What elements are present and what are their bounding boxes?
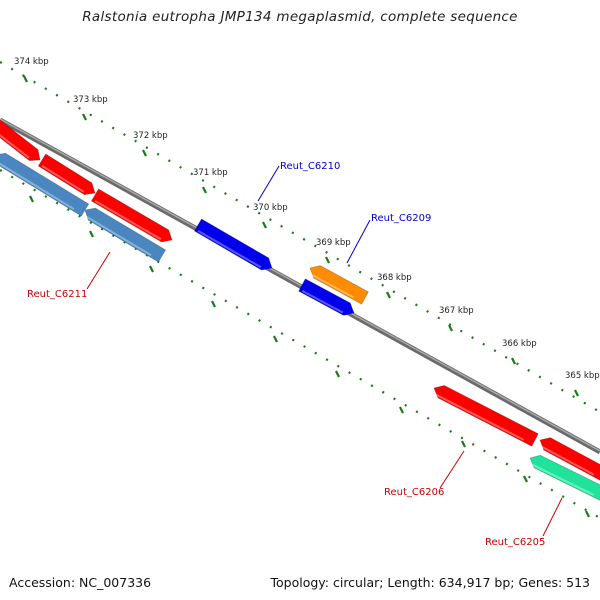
summary-text: Topology: circular; Length: 634,917 bp; … bbox=[270, 575, 591, 590]
tick-label: 366 kbp bbox=[502, 339, 537, 349]
sequence-backbone bbox=[0, 117, 600, 455]
gene-arrow-red[interactable] bbox=[539, 437, 600, 482]
major-tick bbox=[89, 230, 94, 238]
tick-label: 369 kbp bbox=[316, 238, 351, 248]
major-tick bbox=[82, 113, 87, 121]
tick-label: 370 kbp bbox=[253, 203, 288, 213]
gene-highlight bbox=[84, 214, 152, 257]
major-tick bbox=[585, 510, 590, 518]
tick-label: 372 kbp bbox=[133, 131, 168, 141]
tick-label: 373 kbp bbox=[73, 95, 108, 105]
gene-label-reut-c6211[interactable]: Reut_C6211 bbox=[27, 289, 87, 300]
major-tick bbox=[202, 186, 207, 194]
major-tick bbox=[523, 475, 528, 483]
gene-highlight bbox=[94, 199, 162, 241]
gene-arrow-orange[interactable] bbox=[309, 265, 369, 305]
gene-label-reut-c6210[interactable]: Reut_C6210 bbox=[280, 161, 340, 172]
label-leaders bbox=[86, 165, 563, 537]
gene-arrow-reut-c6210[interactable] bbox=[193, 218, 273, 271]
gene-highlight bbox=[301, 289, 344, 314]
major-tick bbox=[262, 221, 267, 229]
ruler-outer bbox=[0, 61, 600, 413]
tick-label: 368 kbp bbox=[377, 273, 412, 283]
major-tick bbox=[386, 291, 391, 299]
major-tick bbox=[149, 265, 154, 273]
major-tick bbox=[511, 357, 516, 365]
ruler-ticks bbox=[23, 75, 579, 397]
major-tick bbox=[29, 195, 34, 203]
gene-arrow-red[interactable] bbox=[37, 153, 96, 196]
major-tick bbox=[23, 75, 28, 83]
major-tick bbox=[461, 440, 466, 448]
major-tick bbox=[273, 335, 278, 343]
gene-label-reut-c6206[interactable]: Reut_C6206 bbox=[384, 487, 444, 498]
major-tick bbox=[574, 389, 579, 397]
tick-label: 374 kbp bbox=[14, 57, 49, 67]
accession-text: Accession: NC_007336 bbox=[9, 575, 152, 590]
major-tick bbox=[142, 149, 147, 157]
gene-arrow-red[interactable] bbox=[90, 188, 173, 243]
major-tick bbox=[211, 300, 216, 308]
gene-label-reut-c6205[interactable]: Reut_C6205 bbox=[485, 537, 545, 548]
gene-arrow-reut-c6206[interactable] bbox=[433, 385, 539, 447]
gene-arrow-reut-c6205[interactable] bbox=[529, 454, 600, 501]
gene-highlight bbox=[433, 392, 525, 441]
gene-label-reut-c6209[interactable]: Reut_C6209 bbox=[371, 213, 431, 224]
major-tick bbox=[448, 324, 453, 332]
gene-arrow-reut-c6209[interactable] bbox=[298, 278, 355, 316]
ruler-ticks-inner bbox=[29, 195, 590, 518]
map-title: Ralstonia eutropha JMP134 megaplasmid, c… bbox=[82, 9, 518, 25]
tick-label: 367 kbp bbox=[439, 306, 474, 316]
gene-highlight bbox=[539, 444, 595, 476]
major-tick bbox=[399, 406, 404, 414]
gene-highlight bbox=[0, 162, 75, 210]
gene-highlight bbox=[530, 462, 595, 496]
major-tick bbox=[325, 256, 330, 264]
major-tick bbox=[335, 370, 340, 378]
gene-arrow-red[interactable] bbox=[0, 119, 41, 162]
tick-label: 371 kbp bbox=[193, 168, 228, 178]
tick-label: 365 kbp bbox=[565, 371, 600, 381]
gene-highlight bbox=[41, 164, 85, 193]
gene-arrow-steelblue[interactable] bbox=[84, 207, 167, 263]
gene-highlight bbox=[0, 133, 30, 159]
gene-highlight bbox=[309, 272, 355, 299]
gene-highlight bbox=[197, 229, 262, 269]
